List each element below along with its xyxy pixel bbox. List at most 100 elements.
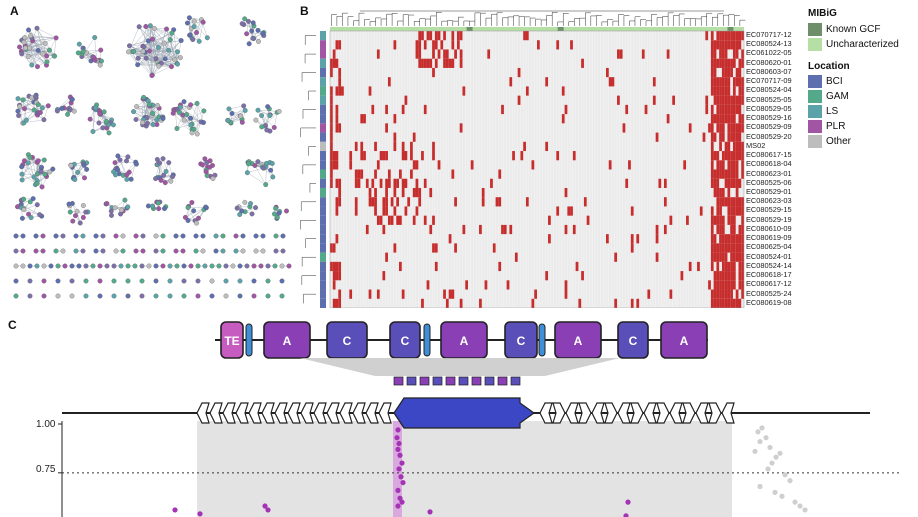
strain-label: EC061022-05 bbox=[746, 48, 792, 58]
presence-cell bbox=[393, 243, 397, 253]
presence-cell bbox=[354, 169, 358, 179]
presence-cell bbox=[545, 77, 549, 87]
presence-cell bbox=[608, 160, 612, 170]
presence-cell bbox=[721, 114, 725, 124]
presence-cell bbox=[730, 31, 733, 41]
network-node bbox=[251, 293, 257, 299]
network-node bbox=[135, 55, 141, 61]
scatter-point bbox=[172, 507, 178, 513]
presence-cell bbox=[727, 58, 731, 68]
presence-cell bbox=[330, 95, 333, 105]
presence-cell bbox=[448, 58, 452, 68]
network-node bbox=[115, 153, 121, 159]
network-pair bbox=[27, 278, 33, 284]
network-cluster bbox=[153, 156, 176, 186]
presence-cell bbox=[448, 234, 452, 244]
presence-cell bbox=[368, 289, 372, 299]
presence-cell bbox=[716, 187, 720, 198]
network-edge bbox=[158, 47, 175, 60]
presence-cell bbox=[556, 40, 560, 50]
network-node bbox=[209, 278, 215, 284]
presence-cell bbox=[445, 58, 449, 68]
presence-cell bbox=[716, 197, 720, 207]
presence-cell bbox=[702, 132, 706, 142]
network-node bbox=[80, 48, 86, 54]
network-pair bbox=[53, 233, 66, 239]
presence-cell bbox=[492, 243, 496, 253]
network-node bbox=[253, 117, 259, 123]
presence-cell bbox=[721, 187, 725, 198]
mini-domain bbox=[445, 376, 456, 386]
network-node bbox=[267, 113, 273, 119]
network-node bbox=[181, 293, 187, 299]
network-pair bbox=[173, 233, 186, 239]
network-edge bbox=[31, 50, 39, 66]
mibig-known-mark bbox=[727, 27, 734, 31]
gene-arrow bbox=[552, 402, 566, 424]
presence-cell bbox=[716, 151, 720, 161]
presence-cell bbox=[581, 271, 584, 281]
network-node bbox=[97, 62, 103, 68]
presence-cell bbox=[338, 298, 342, 308]
scatter-point bbox=[787, 478, 793, 484]
network-node bbox=[13, 248, 19, 254]
network-node bbox=[53, 248, 59, 254]
presence-cell bbox=[738, 280, 742, 290]
gene-arrow bbox=[708, 402, 722, 424]
network-node bbox=[25, 53, 31, 59]
presence-cell bbox=[710, 104, 714, 115]
presence-cell bbox=[735, 141, 739, 152]
network-node bbox=[87, 116, 93, 122]
network-edge bbox=[57, 96, 71, 110]
presence-cell bbox=[719, 114, 722, 124]
location-cell bbox=[320, 215, 326, 225]
presence-cell bbox=[683, 160, 687, 170]
presence-cell bbox=[741, 243, 744, 253]
presence-cell bbox=[625, 178, 629, 188]
presence-cell bbox=[575, 261, 579, 272]
network-node bbox=[279, 293, 285, 299]
presence-cell bbox=[738, 243, 742, 253]
network-node bbox=[150, 36, 155, 42]
network-pair bbox=[13, 248, 26, 254]
domain-a: A bbox=[554, 321, 602, 359]
network-node bbox=[115, 167, 121, 173]
strain-label: EC080529-09 bbox=[746, 122, 792, 132]
network-node bbox=[27, 263, 33, 269]
network-edge bbox=[29, 47, 38, 67]
presence-cell bbox=[501, 224, 504, 235]
presence-cell bbox=[503, 224, 507, 235]
presence-cell bbox=[415, 178, 419, 188]
presence-cell bbox=[335, 86, 339, 96]
presence-cell bbox=[727, 151, 731, 161]
location-cell bbox=[320, 234, 326, 244]
presence-cell bbox=[564, 280, 568, 290]
network-node bbox=[21, 39, 27, 45]
mibig-known-mark bbox=[466, 27, 473, 31]
presence-cell bbox=[374, 141, 377, 152]
presence-cell bbox=[716, 58, 720, 68]
presence-cell bbox=[727, 289, 731, 299]
presence-cell bbox=[732, 95, 736, 105]
presence-cell bbox=[454, 49, 457, 59]
network-node bbox=[164, 26, 170, 32]
network-node bbox=[96, 120, 102, 126]
gene-arrow bbox=[300, 402, 314, 424]
network-edge bbox=[185, 202, 193, 218]
network-node bbox=[169, 30, 175, 36]
presence-cell bbox=[719, 95, 722, 105]
presence-cell bbox=[699, 206, 703, 216]
network-edge bbox=[150, 25, 162, 64]
presence-cell bbox=[741, 31, 744, 41]
network-pair bbox=[97, 293, 103, 299]
location-cell bbox=[320, 206, 326, 216]
presence-cell bbox=[332, 160, 336, 170]
location-cell bbox=[320, 49, 326, 59]
presence-cell bbox=[741, 234, 744, 244]
network-node bbox=[237, 212, 243, 217]
network-node bbox=[240, 233, 246, 239]
presence-cell bbox=[330, 104, 333, 115]
presence-cell bbox=[451, 31, 455, 41]
network-cluster bbox=[75, 35, 104, 68]
presence-cell bbox=[354, 197, 358, 207]
